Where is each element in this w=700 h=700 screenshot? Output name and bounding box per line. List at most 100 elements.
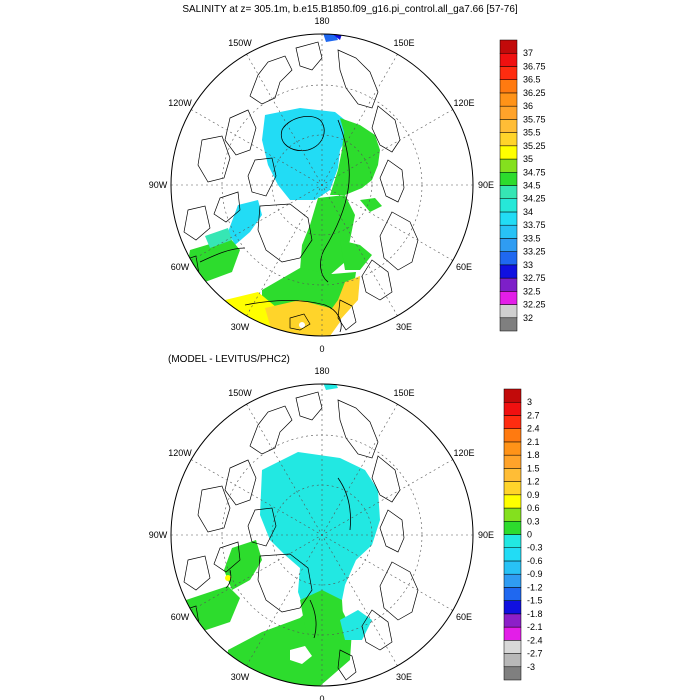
bottom-lon-label: 0 [319,694,324,700]
bottom-lon-label: 150E [393,388,414,398]
top-lon-label: 150W [228,38,252,48]
bottom-colorbar-swatch [503,454,522,469]
top-colorbar-swatch [499,185,518,199]
map-boundary-bottom [170,383,474,687]
top-colorbar-swatch [499,277,518,292]
salinity-difference-map-panel: (MODEL - LEVITUS/PHC2) [149,354,494,700]
top-colorbar-swatch [499,66,518,80]
iceland-gap-diff [290,646,312,664]
bottom-colorbar-label: 0.6 [527,503,540,513]
eurasian-basin-field [330,118,380,195]
salinity-map-panel: SALINITY at z= 305.1m, b.e15.B1850.f09_g… [149,4,518,354]
bering-strait-diff [322,384,338,390]
difference-colorbar: -3 -2.7 -2.4 -2.1 -1.8 -1.5 -1.2 -0.9 -0.6 -0.3 0 0… [503,388,543,681]
bottom-colorbar-swatch [503,600,522,615]
top-lon-label: 60W [171,262,190,272]
bottom-lon-label: 120W [168,448,192,458]
bottom-colorbar-swatch [503,560,522,575]
bottom-lon-label: 180 [314,366,329,376]
bottom-colorbar-swatch [503,521,522,535]
top-colorbar-swatch [499,105,518,120]
bottom-colorbar-label: 3 [527,397,532,407]
bottom-colorbar-swatch [503,468,522,482]
barents-sea-diff [340,610,372,640]
coastlines-bottom [175,391,419,681]
bottom-colorbar-swatch [503,481,522,496]
top-colorbar-swatch [499,291,518,305]
bottom-colorbar-swatch [503,428,522,443]
small-positive-patch [225,575,231,581]
bottom-lon-label: 30W [231,672,250,682]
bottom-colorbar-swatch [503,626,522,641]
top-colorbar-swatch [499,119,518,133]
bottom-colorbar-label: -0.3 [527,543,543,553]
norwegian-current-field [325,276,360,320]
graticule [171,34,473,336]
bottom-lon-label: 90W [149,530,168,540]
bottom-colorbar-swatch [503,613,522,628]
top-colorbar-swatch [499,198,518,213]
atlantic-salty-core [265,300,340,336]
top-colorbar-swatch [499,158,518,173]
top-colorbar-label: 32.5 [523,286,541,296]
bottom-colorbar-label: -1.8 [527,609,543,619]
top-lon-label: 60E [456,262,472,272]
bottom-colorbar-swatch [503,388,522,403]
bottom-colorbar-swatch [503,507,522,522]
top-colorbar-label: 35.25 [523,141,546,151]
top-colorbar-label: 33 [523,260,533,270]
top-colorbar-label: 33.25 [523,247,546,257]
bottom-colorbar-label: 2.4 [527,424,540,434]
top-colorbar-label: 36.75 [523,62,546,72]
top-colorbar-label: 37 [523,48,533,58]
bottom-colorbar-label: 1.5 [527,463,540,473]
top-colorbar-swatch [499,145,518,160]
longitude-labels: 180 150E 120E 90E 60E 30E 0 30W 60W 90W 120W 150W [149,16,494,354]
bottom-colorbar-label: 0.3 [527,516,540,526]
top-colorbar-label: 34.75 [523,167,546,177]
bottom-lon-label: 150W [228,388,252,398]
top-lon-label: 0 [319,344,324,354]
top-colorbar-swatch [499,79,518,94]
bottom-colorbar-swatch [503,640,522,654]
barents-sea-field [340,240,372,270]
bottom-colorbar-label: -2.4 [527,635,543,645]
arctic-basin-field [260,452,380,618]
bottom-colorbar-label: 2.7 [527,411,540,421]
bottom-colorbar-swatch [503,666,522,681]
top-lon-label: 90E [478,180,494,190]
bottom-colorbar-swatch [503,587,522,601]
bottom-colorbar-label: -1.5 [527,596,543,606]
top-colorbar-label: 34 [523,207,533,217]
bottom-colorbar-label: -0.9 [527,569,543,579]
top-lon-label: 30E [396,322,412,332]
top-colorbar-swatch [499,92,518,107]
map-boundary [170,33,474,337]
top-plot-title: SALINITY at z= 305.1m, b.e15.B1850.f09_g… [182,4,518,15]
top-colorbar-swatch [499,317,518,332]
top-lon-label: 150E [393,38,414,48]
bottom-colorbar-label: 1.2 [527,477,540,487]
bottom-colorbar-swatch [503,653,522,668]
top-colorbar-label: 35.75 [523,114,546,124]
top-colorbar-label: 36.5 [523,75,541,85]
bottom-colorbar-label: 1.8 [527,450,540,460]
labrador-shelf-field [205,228,232,248]
top-colorbar-swatch [499,304,518,319]
bottom-colorbar-label: -0.6 [527,556,543,566]
bottom-colorbar-swatch [503,401,522,416]
bottom-lon-label: 60W [171,612,190,622]
top-lon-label: 120W [168,98,192,108]
bottom-colorbar-label: 0.9 [527,490,540,500]
bottom-colorbar-swatch [503,547,522,562]
top-lon-label: 90W [149,180,168,190]
top-colorbar-label: 33.5 [523,233,541,243]
top-colorbar-label: 36 [523,101,533,111]
top-colorbar-swatch [499,251,518,266]
top-colorbar-label: 33.75 [523,220,546,230]
top-colorbar-label: 32.75 [523,273,546,283]
bering-strait-fresh-patch [330,34,342,40]
bottom-colorbar-label: -2.1 [527,622,543,632]
baffin-bay-diff [224,540,262,590]
